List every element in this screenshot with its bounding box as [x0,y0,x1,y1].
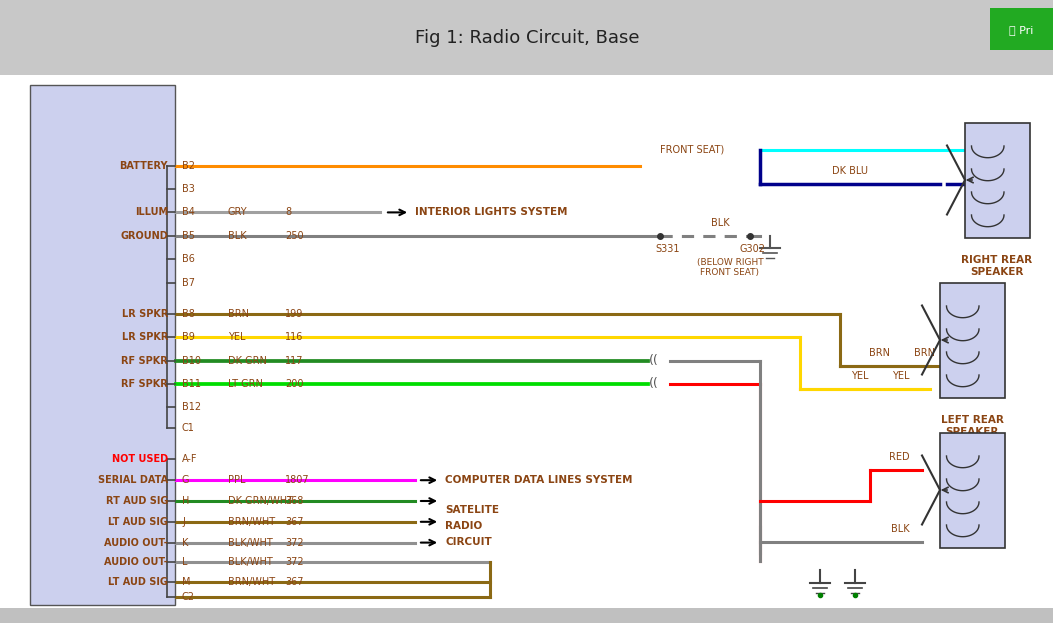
Text: DK GRN: DK GRN [229,356,266,366]
Text: C1: C1 [182,423,195,433]
Text: B12: B12 [182,402,201,412]
Text: RIGHT REAR
SPEAKER: RIGHT REAR SPEAKER [961,255,1033,277]
Text: INTERIOR LIGHTS SYSTEM: INTERIOR LIGHTS SYSTEM [415,207,568,217]
Text: BRN: BRN [870,348,891,358]
Text: B5: B5 [182,231,195,241]
Text: FRONT SEAT): FRONT SEAT) [660,145,724,155]
Text: RED: RED [890,452,910,462]
Text: 116: 116 [285,332,303,342]
Text: M: M [182,577,191,587]
Text: RF SPKR: RF SPKR [121,379,168,389]
Text: B7: B7 [182,278,195,288]
Text: BLK/WHT: BLK/WHT [229,538,273,548]
Text: 368: 368 [285,496,303,506]
Text: COMPUTER DATA LINES SYSTEM: COMPUTER DATA LINES SYSTEM [445,475,633,485]
Text: YEL: YEL [893,371,910,381]
Text: 250: 250 [285,231,303,241]
Text: G302: G302 [740,244,766,254]
Text: 200: 200 [285,379,303,389]
Text: 199: 199 [285,309,303,319]
Text: LEFT REAR
SPEAKER: LEFT REAR SPEAKER [940,415,1004,437]
Text: BRN/WHT: BRN/WHT [229,517,275,527]
Text: B4: B4 [182,207,195,217]
Text: G: G [182,475,190,485]
Text: B8: B8 [182,309,195,319]
Bar [940,283,1005,398]
Text: 117: 117 [285,356,303,366]
Text: B10: B10 [182,356,201,366]
Text: B3: B3 [182,184,195,194]
Text: 1807: 1807 [285,475,310,485]
Text: RADIO: RADIO [445,521,482,531]
Text: 367: 367 [285,577,303,587]
Text: J: J [182,517,185,527]
Text: Fig 1: Radio Circuit, Base: Fig 1: Radio Circuit, Base [415,29,639,47]
Text: LR SPKR: LR SPKR [122,309,168,319]
Text: ((: (( [649,378,659,391]
Bar [990,8,1053,50]
Text: NOT USED: NOT USED [112,454,168,464]
Text: B9: B9 [182,332,195,342]
Text: 8: 8 [285,207,291,217]
Text: C2: C2 [182,592,195,602]
Text: B11: B11 [182,379,201,389]
Text: BLK: BLK [892,524,910,534]
Text: ILLUM: ILLUM [135,207,168,217]
Text: BLK/WHT: BLK/WHT [229,558,273,568]
Text: 367: 367 [285,517,303,527]
Text: LR SPKR: LR SPKR [122,332,168,342]
Text: YEL: YEL [851,371,869,381]
Text: YEL: YEL [229,332,245,342]
Bar [0,608,1053,623]
Text: RT AUD SIG: RT AUD SIG [105,496,168,506]
Bar [0,75,1053,623]
Bar [0,0,1053,75]
Text: RF SPKR: RF SPKR [121,356,168,366]
Bar [965,123,1030,238]
Text: A-F: A-F [182,454,198,464]
Text: (BELOW RIGHT
FRONT SEAT): (BELOW RIGHT FRONT SEAT) [697,258,763,277]
Text: AUDIO OUT-: AUDIO OUT- [104,558,168,568]
Text: ((: (( [649,354,659,367]
Text: LT AUD SIG: LT AUD SIG [108,517,168,527]
Text: BATTERY: BATTERY [119,161,168,171]
Text: BRN: BRN [914,348,935,358]
Bar [940,433,1005,548]
Text: L: L [182,558,187,568]
Text: AUDIO OUT-: AUDIO OUT- [104,538,168,548]
Text: 372: 372 [285,558,303,568]
Text: DK BLU: DK BLU [832,166,868,176]
Text: 🖨 Pri: 🖨 Pri [1009,25,1033,35]
Text: B6: B6 [182,254,195,264]
Text: GRY: GRY [229,207,247,217]
Text: SATELITE: SATELITE [445,505,499,515]
Text: PPL: PPL [229,475,245,485]
Text: BLK: BLK [229,231,246,241]
Text: B2: B2 [182,161,195,171]
Text: S331: S331 [655,244,679,254]
Text: BRN: BRN [229,309,249,319]
Text: SERIAL DATA: SERIAL DATA [98,475,168,485]
Text: H: H [182,496,190,506]
Text: BLK: BLK [711,218,730,228]
Text: LT GRN: LT GRN [229,379,263,389]
Text: K: K [182,538,188,548]
Text: CIRCUIT: CIRCUIT [445,537,492,547]
Text: LT AUD SIG: LT AUD SIG [108,577,168,587]
Text: DK GRN/WHT: DK GRN/WHT [229,496,293,506]
Text: GROUND: GROUND [120,231,168,241]
Text: 372: 372 [285,538,303,548]
Bar [29,85,175,605]
Text: BRN/WHT: BRN/WHT [229,577,275,587]
